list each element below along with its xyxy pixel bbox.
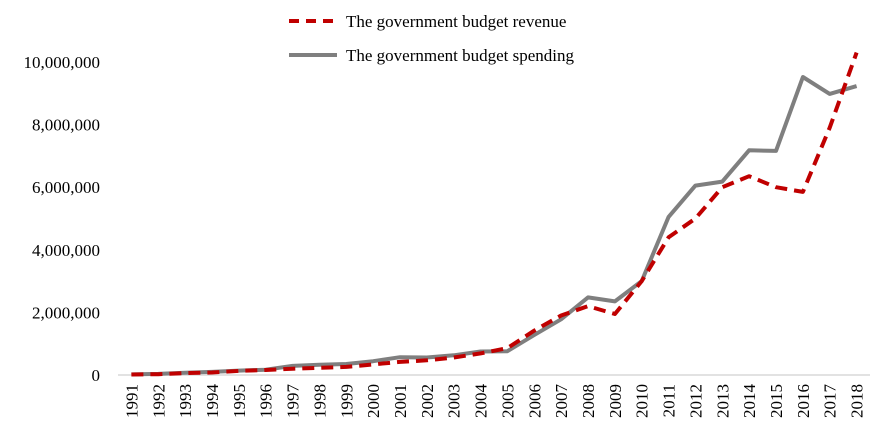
x-tick-label: 1997 — [284, 384, 303, 419]
x-tick-label: 2012 — [686, 384, 705, 418]
x-tick-label: 2008 — [579, 384, 598, 418]
x-tick-label: 1999 — [337, 384, 356, 418]
legend: The government budget revenue The govern… — [289, 12, 575, 65]
x-tick-label: 1994 — [203, 384, 222, 419]
x-tick-label: 2001 — [391, 384, 410, 418]
x-tick-label: 2011 — [660, 384, 679, 417]
y-tick-label: 6,000,000 — [32, 178, 100, 197]
x-tick-label: 2010 — [633, 384, 652, 418]
x-tick-label: 2006 — [525, 384, 544, 418]
y-tick-label: 10,000,000 — [24, 53, 101, 72]
x-tick-label: 1995 — [230, 384, 249, 418]
y-tick-label: 2,000,000 — [32, 303, 100, 322]
x-tick-label: 2000 — [364, 384, 383, 418]
y-axis-tick-labels: 0 2,000,000 4,000,000 6,000,000 8,000,000 10,… — [24, 53, 101, 385]
y-tick-label: 8,000,000 — [32, 116, 100, 135]
series-lines — [131, 51, 859, 377]
x-tick-label: 2017 — [821, 384, 840, 419]
y-tick-label: 0 — [92, 366, 101, 385]
x-tick-label: 1998 — [310, 384, 329, 418]
x-tick-label: 2002 — [418, 384, 437, 418]
x-tick-label: 1996 — [257, 384, 276, 418]
x-axis: 1991 1992 1993 1994 1995 1996 1997 1998 1999 2000… — [118, 374, 870, 419]
series-line-spending — [131, 75, 858, 377]
x-tick-label: 2014 — [740, 384, 759, 419]
legend-label-revenue: The government budget revenue — [346, 12, 566, 31]
x-tick-label: 2005 — [498, 384, 517, 418]
x-tick-label: 1992 — [149, 384, 168, 418]
series-line-revenue — [131, 51, 859, 377]
x-tick-label: 2004 — [472, 384, 491, 419]
x-tick-label: 2016 — [794, 384, 813, 418]
x-tick-label: 1993 — [176, 384, 195, 418]
x-tick-label: 2018 — [848, 384, 867, 418]
x-tick-label: 2013 — [713, 384, 732, 418]
y-tick-label: 4,000,000 — [32, 241, 100, 260]
x-tick-label: 2009 — [606, 384, 625, 418]
x-tick-label: 2007 — [552, 384, 571, 419]
x-tick-label: 2015 — [767, 384, 786, 418]
legend-label-spending: The government budget spending — [346, 46, 575, 65]
x-tick-label: 1991 — [122, 384, 141, 418]
x-tick-label: 2003 — [445, 384, 464, 418]
